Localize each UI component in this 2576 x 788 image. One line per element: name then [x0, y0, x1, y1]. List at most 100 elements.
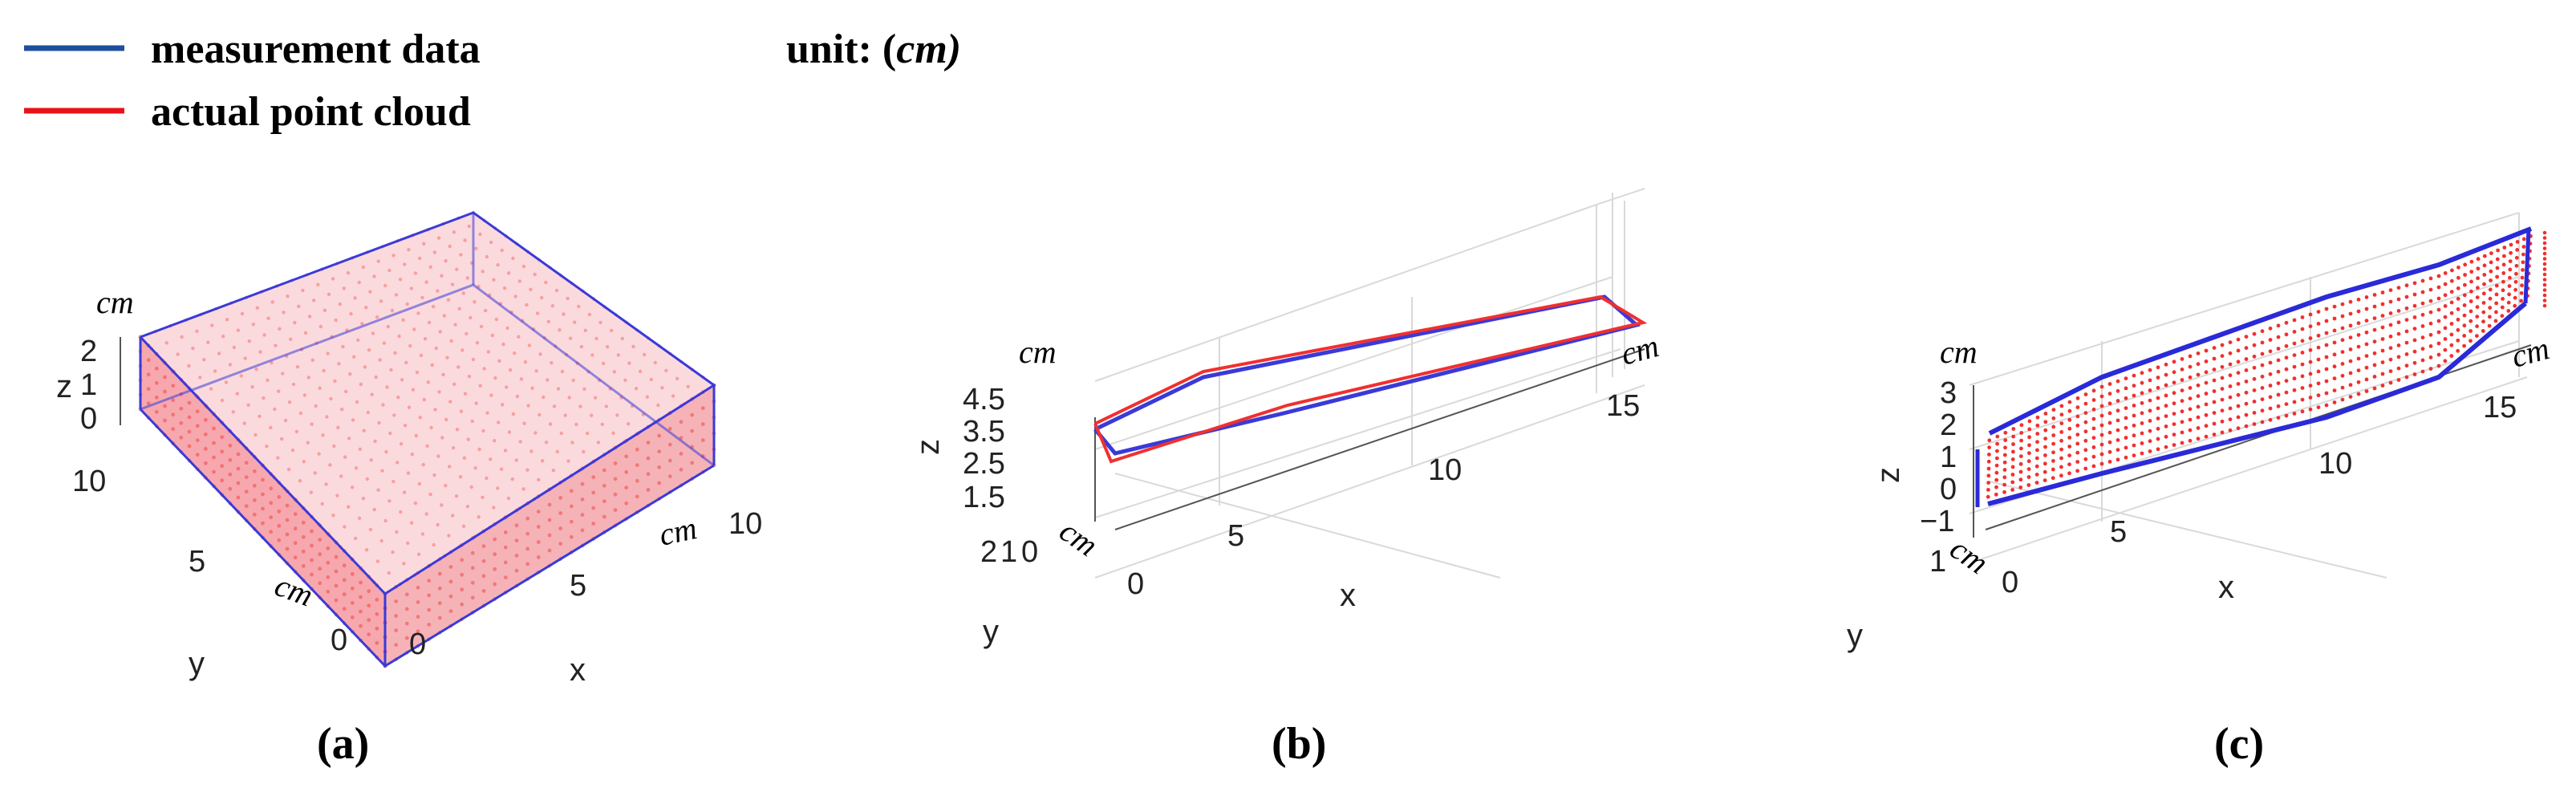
panel-c-cloud-point	[2043, 445, 2047, 449]
panel-a-cloud-point	[285, 532, 290, 537]
panel-c-cloud-point	[2276, 416, 2281, 420]
panel-c-cloud-point	[2420, 335, 2425, 339]
panel-a-cloud-point	[503, 530, 508, 534]
panel-a-cloud-point	[667, 474, 672, 478]
panel-a-cloud-point	[416, 311, 420, 315]
panel-a-cloud-point	[269, 486, 274, 491]
panel-a-cloud-point	[475, 341, 480, 345]
panel-c-cloud-point	[2507, 292, 2512, 297]
panel-c-cloud-point	[1986, 466, 1991, 471]
panel-a-cloud-point	[404, 621, 409, 626]
panel-a-cloud-point	[461, 291, 465, 295]
panel-a-cloud-point	[220, 449, 225, 454]
panel-a-cloud-point	[690, 412, 695, 417]
panel-a-cloud-point	[503, 545, 508, 550]
panel-b-x-tick-5: 5	[1227, 519, 1244, 553]
panel-a-cloud-point	[365, 477, 369, 481]
panel-c-cloud-point	[2244, 346, 2249, 350]
panel-a-cloud-point	[262, 333, 266, 337]
panel-c-cloud-point	[2188, 386, 2193, 390]
panel-a-cloud-point	[568, 336, 573, 340]
panel-c-cloud-point	[2116, 388, 2120, 393]
panel-c-cloud-point	[2443, 271, 2448, 275]
panel-c-cloud-point	[2495, 266, 2500, 270]
panel-a-cloud-point	[635, 494, 639, 499]
panel-c-cloud-point	[2456, 348, 2460, 353]
panel-c-cloud-point	[2356, 309, 2361, 314]
panel-a-cloud-point	[250, 385, 254, 389]
panel-a-cloud-point	[354, 536, 358, 541]
panel-a-cloud-point	[400, 378, 404, 382]
panel-c-cloud-point	[2324, 391, 2329, 396]
panel-a-cloud-point	[287, 400, 292, 404]
panel-a-cloud-point	[316, 282, 320, 286]
panel-a-cloud-point	[470, 550, 475, 555]
panel-c-cloud-point	[2035, 423, 2040, 428]
panel-a-cloud-point	[422, 397, 426, 402]
panel-a-cloud-point	[514, 554, 519, 558]
panel-a-cloud-point	[492, 278, 496, 282]
panel-c-cloud-point	[2083, 401, 2088, 406]
panel-a-cloud-point	[246, 403, 250, 407]
panel-c-cloud-point	[2509, 250, 2513, 255]
panel-a-cloud-point	[631, 344, 635, 349]
panel-a-cloud-point	[481, 559, 486, 563]
panel-c-cloud-point	[2519, 290, 2524, 295]
panel-a-cloud-point	[324, 482, 328, 486]
panel-c-cloud-point	[2388, 369, 2393, 373]
panel-a-cloud-point	[301, 549, 306, 554]
panel-a-z-tick-0: 0	[80, 402, 97, 436]
panel-c-cloud-point	[2244, 424, 2249, 429]
panel-c-cloud-point	[2156, 406, 2160, 411]
panel-c-cloud-point	[2404, 283, 2409, 288]
panel-c-cloud-point	[2236, 371, 2241, 375]
panel-c-cloud-point	[2300, 397, 2305, 402]
panel-a-cloud-point	[526, 404, 530, 408]
panel-a-cloud-point	[489, 240, 493, 245]
panel-c-cloud-point	[2083, 429, 2088, 434]
panel-c-z-tick-3: 3	[1940, 376, 1957, 410]
panel-c-cloud-point	[2099, 452, 2104, 457]
panel-c-cloud-point	[2059, 438, 2064, 443]
panel-c-cloud-point	[2188, 354, 2193, 359]
panel-c-cloud-point	[2404, 318, 2409, 322]
panel-c-cloud-point	[2204, 359, 2209, 364]
panel-a-cloud-point	[502, 286, 507, 290]
panel-a-cloud-point	[551, 469, 556, 473]
panel-a-cloud-point	[432, 304, 436, 309]
panel-a-cloud-point	[307, 315, 312, 319]
panel-c-cloud-point	[2364, 319, 2369, 323]
panel-c-cloud-point	[2228, 428, 2233, 433]
panel-c-cloud-point	[2156, 376, 2160, 380]
panel-c-cloud-point	[2462, 303, 2467, 307]
panel-c-cloud-point	[2348, 323, 2353, 328]
panel-c-cloud-point	[2508, 275, 2512, 280]
panel-c-cloud-point	[1986, 481, 1991, 485]
panel-c-cloud-point	[2268, 406, 2273, 411]
panel-a-cloud-point	[602, 514, 606, 519]
panel-a-cloud-point	[436, 522, 440, 527]
panel-c-cloud-point	[1987, 453, 1991, 457]
panel-c-cloud-point	[2482, 263, 2487, 268]
panel-c-cloud-point	[2436, 352, 2441, 357]
panel-c-cloud-point	[2372, 327, 2377, 332]
panel-b-z-tick-1-5: 1.5	[963, 481, 1005, 514]
panel-c-z-tick-2: 2	[1940, 408, 1957, 442]
panel-a-cloud-point	[236, 452, 241, 457]
panel-a-cloud-point	[485, 476, 489, 481]
panel-c-cloud-point	[2148, 378, 2152, 383]
panel-a-cloud-point	[401, 318, 405, 322]
panel-c-cloud-point	[2268, 417, 2273, 422]
panel-a-cloud-point	[399, 441, 404, 446]
panel-a-cloud-point	[623, 378, 627, 382]
panel-a-cloud-point	[321, 433, 325, 437]
panel-a-cloud-point	[624, 485, 629, 490]
panel-a-cloud-point	[700, 438, 705, 442]
panel-c-cloud-point	[2292, 353, 2297, 357]
panel-c-cloud-point	[2260, 329, 2265, 334]
panel-a-cloud-point	[499, 467, 504, 471]
panel-c-cloud-point	[2489, 278, 2493, 282]
panel-c-cloud-point	[2236, 415, 2241, 420]
panel-c-cloud-point	[2002, 489, 2006, 494]
panel-a-cloud-point	[466, 437, 470, 441]
